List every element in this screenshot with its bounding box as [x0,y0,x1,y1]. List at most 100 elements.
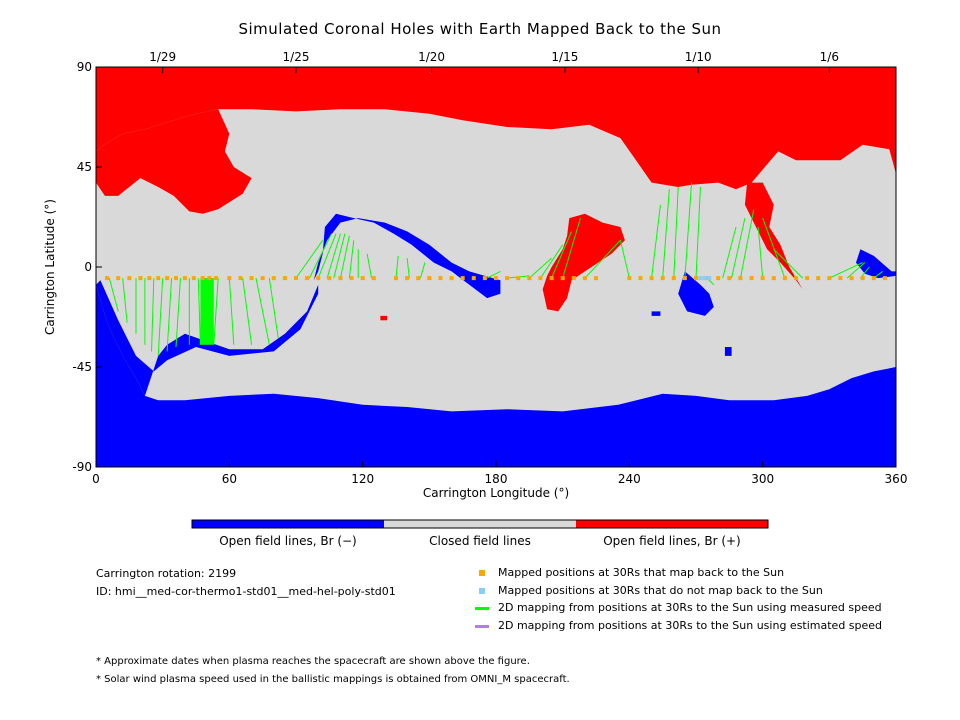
mapping-line [486,270,501,279]
mapped-point [405,276,410,281]
mapping-line [157,278,164,356]
mapping-line [773,248,804,279]
mapped-point [282,276,287,281]
mapped-point [660,276,665,281]
mapped-point [760,276,765,281]
mapping-line [122,278,128,323]
axes: 0 60 120 180 240 300 360 90 45 0 -45 -90 1/29 1/25 1/2… [72,50,907,486]
mapped-point [227,276,232,281]
y-tick-label: 90 [77,60,92,74]
mapped-point [516,276,521,281]
mapped-point [805,276,810,281]
legend-not-mapped-marker [479,588,485,594]
mapping-line [757,226,764,279]
region-north-positive-polar [96,67,896,190]
mapped-point [207,276,212,281]
region-negative-small-1 [724,347,732,356]
mapped-point [494,276,498,281]
mapped-point [827,276,832,281]
mapped-point [371,276,376,281]
mapped-point [682,276,687,281]
y-axis-label: Carrington Latitude (°) [43,199,57,335]
mapping-lines [108,182,883,356]
colorbar-open-negative [192,520,384,528]
mapped-point [416,276,421,281]
mapped-point [549,276,554,281]
mapped-point [794,276,798,281]
region-south-negative-polar [96,284,896,467]
x-tick-label: 240 [618,472,641,486]
mapped-point [482,276,487,281]
y-tick-label: -45 [72,360,92,374]
mapped-point [560,276,565,281]
colorbar-closed [384,520,576,528]
mapped-point [694,276,698,281]
not-mapped-point [698,276,703,281]
coronal-hole-map [96,67,896,467]
mapped-point [594,276,598,281]
legend-measured-line [475,607,489,610]
mapped-point [571,276,576,281]
mapping-line-bundle [200,278,214,345]
legend-measured: 2D mapping from positions at 30Rs to the… [498,601,882,614]
mapping-line [166,278,173,352]
mapped-point [627,276,632,281]
region-negative-small-2 [651,311,661,316]
mapping-line [846,262,866,279]
mapping-line [175,278,181,348]
legend-estimated: 2D mapping from positions at 30Rs to the… [498,619,883,632]
mapped-point [327,276,332,281]
carrington-rotation: Carrington rotation: 2199 [96,567,237,580]
mapping-line [829,262,863,279]
mapped-point [271,276,276,281]
not-mapped-point [702,276,707,281]
mapping-line [695,186,701,279]
region-positive-extension-east [744,182,803,290]
mapping-line [739,209,755,279]
mapping-line [333,233,346,279]
mapping-line [151,278,155,352]
mapping-line [406,258,410,279]
y-tick-label: 45 [77,160,92,174]
mapped-point [582,276,587,281]
mapped-point [671,276,676,281]
mapped-point [771,276,776,281]
mapped-points [105,276,887,281]
region-positive-small [380,315,388,321]
region-negative-central-band [313,213,501,299]
mapping-line [419,262,426,279]
chart-title: Simulated Coronal Holes with Earth Mappe… [238,20,722,38]
mapped-point [749,276,754,281]
mapping-line [395,255,399,279]
mapped-point [174,276,178,281]
mapped-point [214,276,218,281]
mapped-point [294,276,298,281]
mapping-line [295,240,324,279]
x-tick-label: 180 [485,472,508,486]
mapped-point [882,276,887,281]
mapping-line [551,231,573,279]
mapped-point [349,276,354,281]
mapping-line [108,277,119,312]
mapping-line [228,278,235,345]
x-tick-label: 0 [92,472,100,486]
mapping-line [268,278,279,339]
mapped-point [649,276,654,281]
mapped-point [538,276,543,281]
mapped-point [249,276,254,281]
colorbar [191,519,769,529]
x-tick-label: 300 [751,472,774,486]
mapping-line [662,189,670,279]
mapped-point [316,276,321,281]
legend-not-mapped: Mapped positions at 30Rs that do not map… [498,584,823,597]
x-tick-label: 120 [351,472,374,486]
footnote-speed: * Solar wind plasma speed used in the ba… [96,674,570,685]
model-id: ID: hmi__med-cor-thermo1-std01__med-hel-… [96,585,396,598]
date-tick-label: 1/15 [551,50,578,64]
mapped-point [427,276,432,281]
mapped-point [260,276,265,281]
date-tick-label: 1/20 [418,50,445,64]
legend-mapped: Mapped positions at 30Rs that map back t… [498,566,785,579]
mapped-point [138,276,143,281]
